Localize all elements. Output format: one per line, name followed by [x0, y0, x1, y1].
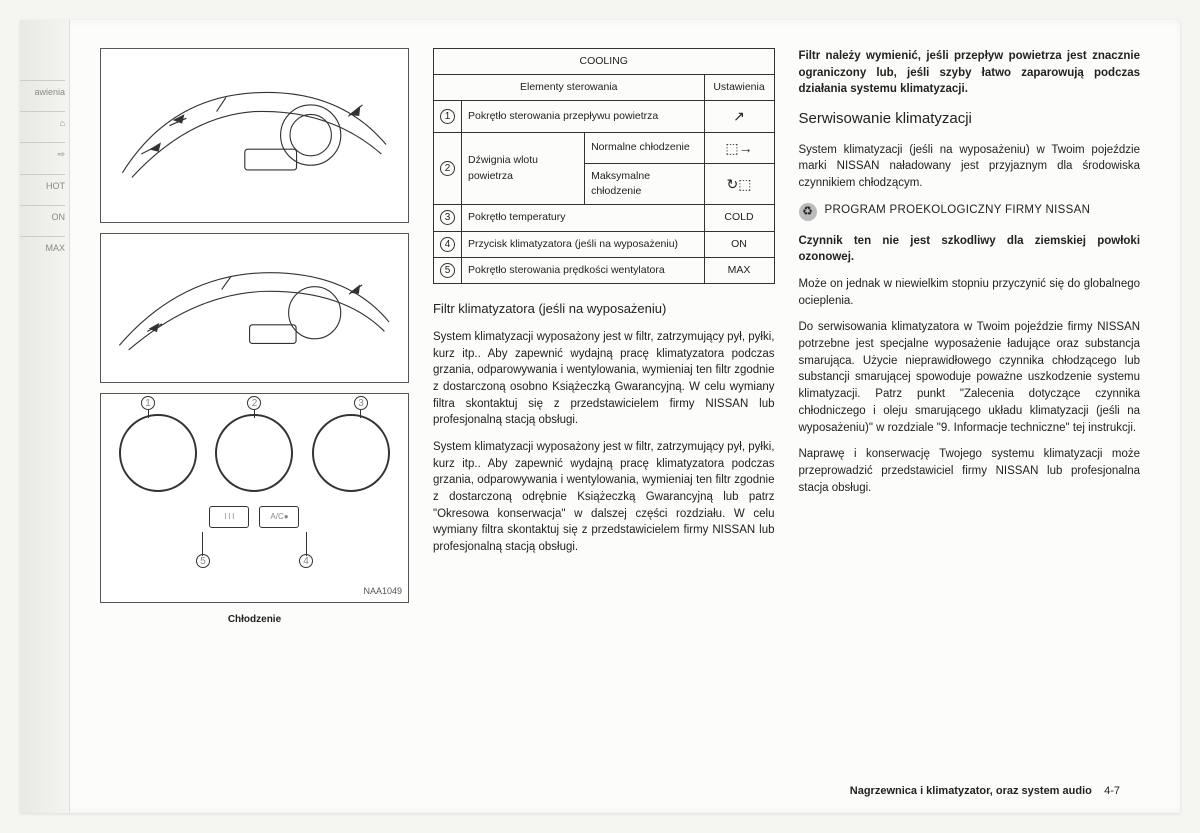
filter-replace-note: Filtr należy wymienić, jeśli przepływ po… [799, 48, 1141, 98]
prev-page-sliver: awienia ⌂ ⇨ HOT ON MAX [20, 20, 70, 813]
diagram-code: NAA1049 [363, 585, 402, 598]
table-row-label: Przycisk klimatyzatora (jeśli na wyposaż… [461, 231, 704, 257]
table-row-sub: Maksymalne chłodzenie [585, 164, 704, 205]
table-row-label: Pokrętło temperatury [461, 205, 704, 231]
airflow-face-icon: ↗ [704, 101, 774, 132]
eco-program-text: PROGRAM PROEKOLOGICZNY FIRMY NISSAN [825, 202, 1091, 221]
footer-title: Nagrzewnica i klimatyzator, oraz system … [850, 785, 1092, 797]
content: ⌇⌇⌇ A/C● 1 2 3 5 4 NAA1049 Chło [70, 20, 1180, 813]
table-row-sub: Normalne chłodzenie [585, 132, 704, 163]
table-col-settings: Ustawienia [704, 75, 774, 101]
diagram-caption: Chłodzenie [100, 613, 409, 628]
column-service: Filtr należy wymienić, jeśli przepływ po… [799, 48, 1141, 793]
service-p2: Może on jednak w niewielkim stopniu przy… [799, 276, 1141, 309]
rear-defrost-icon: ⌇⌇⌇ [209, 506, 249, 528]
service-heading: Serwisowanie klimatyzacji [799, 108, 1141, 130]
table-title: COOLING [433, 49, 774, 75]
filter-heading: Filtr klimatyzatora (jeśli na wyposażeni… [433, 300, 775, 319]
sliver-item: HOT [20, 174, 65, 191]
diagram-control-panel: ⌇⌇⌇ A/C● 1 2 3 5 4 NAA1049 [100, 393, 409, 603]
recycle-icon: ♻ [799, 203, 817, 221]
table-row-label: Dźwignia wlotu powietrza [461, 132, 584, 205]
sliver-item: awienia [20, 80, 65, 97]
column-table-text: COOLING Elementy sterowania Ustawienia 1… [433, 48, 775, 793]
table-row-setting: MAX [704, 257, 774, 283]
ozone-note: Czynnik ten nie jest szkodliwy dla ziems… [799, 233, 1141, 266]
sliver-item: ⇨ [20, 142, 65, 160]
column-diagrams: ⌇⌇⌇ A/C● 1 2 3 5 4 NAA1049 Chło [100, 48, 409, 793]
table-col-elements: Elementy sterowania [433, 75, 704, 101]
filter-paragraph-1: System klimatyzacji wyposażony jest w fi… [433, 329, 775, 429]
recirc-icon: ↻⬚ [704, 164, 774, 205]
eco-program-row: ♻ PROGRAM PROEKOLOGICZNY FIRMY NISSAN [799, 202, 1141, 221]
service-p3: Do serwisowania klimatyzatora w Twoim po… [799, 319, 1141, 436]
page-footer: Nagrzewnica i klimatyzator, oraz system … [850, 785, 1120, 797]
table-row-label: Pokrętło sterowania prędkości wentylator… [461, 257, 704, 283]
fresh-air-icon: ⬚→ [704, 132, 774, 163]
diagram-dashboard-upper [100, 48, 409, 223]
service-p1: System klimatyzacji (jeśli na wyposażeni… [799, 142, 1141, 192]
table-row-setting: ON [704, 231, 774, 257]
table-row-label: Pokrętło sterowania przepływu powietrza [461, 101, 704, 132]
sliver-item: MAX [20, 236, 65, 253]
cooling-table: COOLING Elementy sterowania Ustawienia 1… [433, 48, 775, 284]
sliver-item: ON [20, 205, 65, 222]
footer-page: 4-7 [1104, 785, 1120, 797]
service-p4: Naprawę i konserwację Twojego systemu kl… [799, 446, 1141, 496]
sliver-item: ⌂ [20, 111, 65, 128]
filter-paragraph-2: System klimatyzacji wyposażony jest w fi… [433, 439, 775, 556]
ac-button-icon: A/C● [259, 506, 299, 528]
page: awienia ⌂ ⇨ HOT ON MAX [20, 20, 1180, 813]
diagram-dashboard-lower [100, 233, 409, 383]
table-row-setting: COLD [704, 205, 774, 231]
